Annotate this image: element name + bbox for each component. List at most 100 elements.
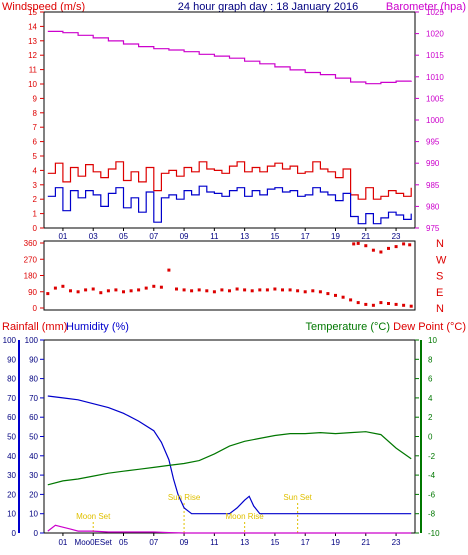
direction-point (258, 288, 262, 292)
barometer-y-tick-label: 1020 (426, 30, 444, 39)
humidity-y-tick-label: 60 (29, 413, 38, 422)
humidity-y-tick-label: 20 (29, 490, 38, 499)
wind-y-tick-label: 3 (33, 181, 38, 190)
series-rainfall-line (47, 524, 412, 534)
label-layer: 0123456789101112131415975980985990995100… (3, 8, 447, 547)
wind-x-tick-label: 01 (58, 232, 67, 241)
barometer-axis-label: Barometer (hpa) (386, 1, 466, 13)
rain-y-tick-label: 20 (7, 490, 16, 499)
humidity-y-tick-label: 50 (29, 433, 38, 442)
temperature-y-tick-label: -8 (428, 510, 436, 519)
rain-y-tick-label: 80 (7, 375, 16, 384)
annotation-label: Moon Set (76, 512, 111, 521)
direction-point (394, 302, 398, 306)
direction-point (334, 293, 337, 297)
compass-label: E (436, 287, 443, 299)
humidity-y-tick-label: 30 (29, 471, 38, 480)
wind-y-tick-label: 7 (33, 123, 38, 132)
direction-point (167, 268, 171, 272)
direction-point (402, 303, 406, 307)
direction-point (152, 284, 156, 288)
direction-point (409, 304, 413, 308)
direction-point (326, 292, 330, 296)
rain-y-tick-label: 40 (7, 452, 16, 461)
direction-y-tick-label: 270 (24, 255, 38, 264)
direction-point (190, 289, 194, 293)
wind-y-tick-label: 10 (28, 80, 37, 89)
direction-point (371, 248, 375, 252)
direction-y-tick-label: 360 (24, 239, 38, 248)
direction-point (220, 288, 224, 292)
wind-x-tick-label: 21 (361, 232, 370, 241)
direction-point (364, 302, 368, 306)
series-temperature-line (47, 431, 412, 486)
temperature-y-tick-label: 4 (428, 394, 433, 403)
wind-x-tick-label: 19 (331, 232, 340, 241)
wind-x-tick-label: 23 (392, 232, 401, 241)
compass-label: N (436, 303, 444, 315)
barometer-y-tick-label: 980 (426, 202, 440, 211)
direction-point (288, 288, 292, 292)
direction-y-tick-label: 0 (33, 304, 38, 313)
direction-point (394, 245, 398, 249)
direction-point (91, 287, 95, 291)
weather-x-tick-label: 01 (58, 538, 67, 547)
chart-title: 24 hour graph day : 18 January 2016 (178, 1, 358, 13)
wind-y-tick-label: 1 (33, 210, 38, 219)
rain-y-tick-label: 60 (7, 413, 16, 422)
rain-y-tick-label: 100 (3, 336, 17, 345)
direction-point (364, 244, 368, 248)
windspeed-axis-label: Windspeed (m/s) (2, 1, 85, 13)
humidity-y-tick-label: 100 (25, 336, 39, 345)
series-layer (46, 30, 413, 534)
weather-x-tick-label: 13 (240, 538, 249, 547)
direction-point (349, 298, 353, 302)
humidity-y-tick-label: 80 (29, 375, 38, 384)
barometer-y-tick-label: 990 (426, 159, 440, 168)
direction-point (175, 287, 178, 291)
temperature-y-tick-label: -2 (428, 452, 436, 461)
direction-point (250, 289, 254, 293)
weather-x-tick-label: 17 (301, 538, 310, 547)
wind-y-tick-label: 8 (33, 109, 38, 118)
weather-x-tick-label: Moo0ESet (75, 538, 113, 547)
barometer-y-tick-label: 1025 (426, 8, 444, 17)
direction-point (387, 302, 390, 305)
barometer-y-tick-label: 1015 (426, 51, 444, 60)
weather-x-tick-label: 19 (331, 538, 340, 547)
direction-point (197, 288, 201, 292)
direction-point (159, 285, 163, 289)
humidity-y-tick-label: 90 (29, 355, 38, 364)
direction-point (235, 287, 239, 291)
humidity-y-tick-label: 70 (29, 394, 38, 403)
direction-point (106, 289, 110, 293)
direction-point (402, 242, 406, 246)
wind-y-tick-label: 6 (33, 138, 38, 147)
direction-point (144, 286, 148, 290)
weather-panel-frame (43, 339, 416, 534)
rain-y-tick-label: 0 (12, 529, 17, 538)
direction-y-tick-label: 90 (28, 288, 37, 297)
barometer-y-tick-label: 1000 (426, 116, 444, 125)
direction-point (205, 289, 209, 293)
temperature-y-tick-label: 2 (428, 413, 433, 422)
direction-point (114, 288, 118, 292)
direction-point (228, 289, 231, 293)
weather-x-tick-label: 11 (210, 538, 219, 547)
wind-y-tick-label: 5 (33, 152, 38, 161)
direction-point (379, 250, 383, 254)
wind-y-tick-label: 2 (33, 195, 38, 204)
rainfall-axis-label: Rainfall (mm) (2, 321, 67, 333)
barometer-y-tick-label: 975 (426, 224, 440, 233)
direction-point (265, 288, 269, 292)
direction-point (99, 291, 103, 295)
direction-point (129, 289, 133, 293)
annotation-label: Sun Set (283, 493, 312, 502)
weather-x-tick-label: 15 (270, 538, 279, 547)
direction-point (318, 290, 322, 294)
direction-point (76, 290, 80, 294)
wind-x-tick-label: 05 (119, 232, 128, 241)
direction-y-tick-label: 180 (24, 272, 38, 281)
